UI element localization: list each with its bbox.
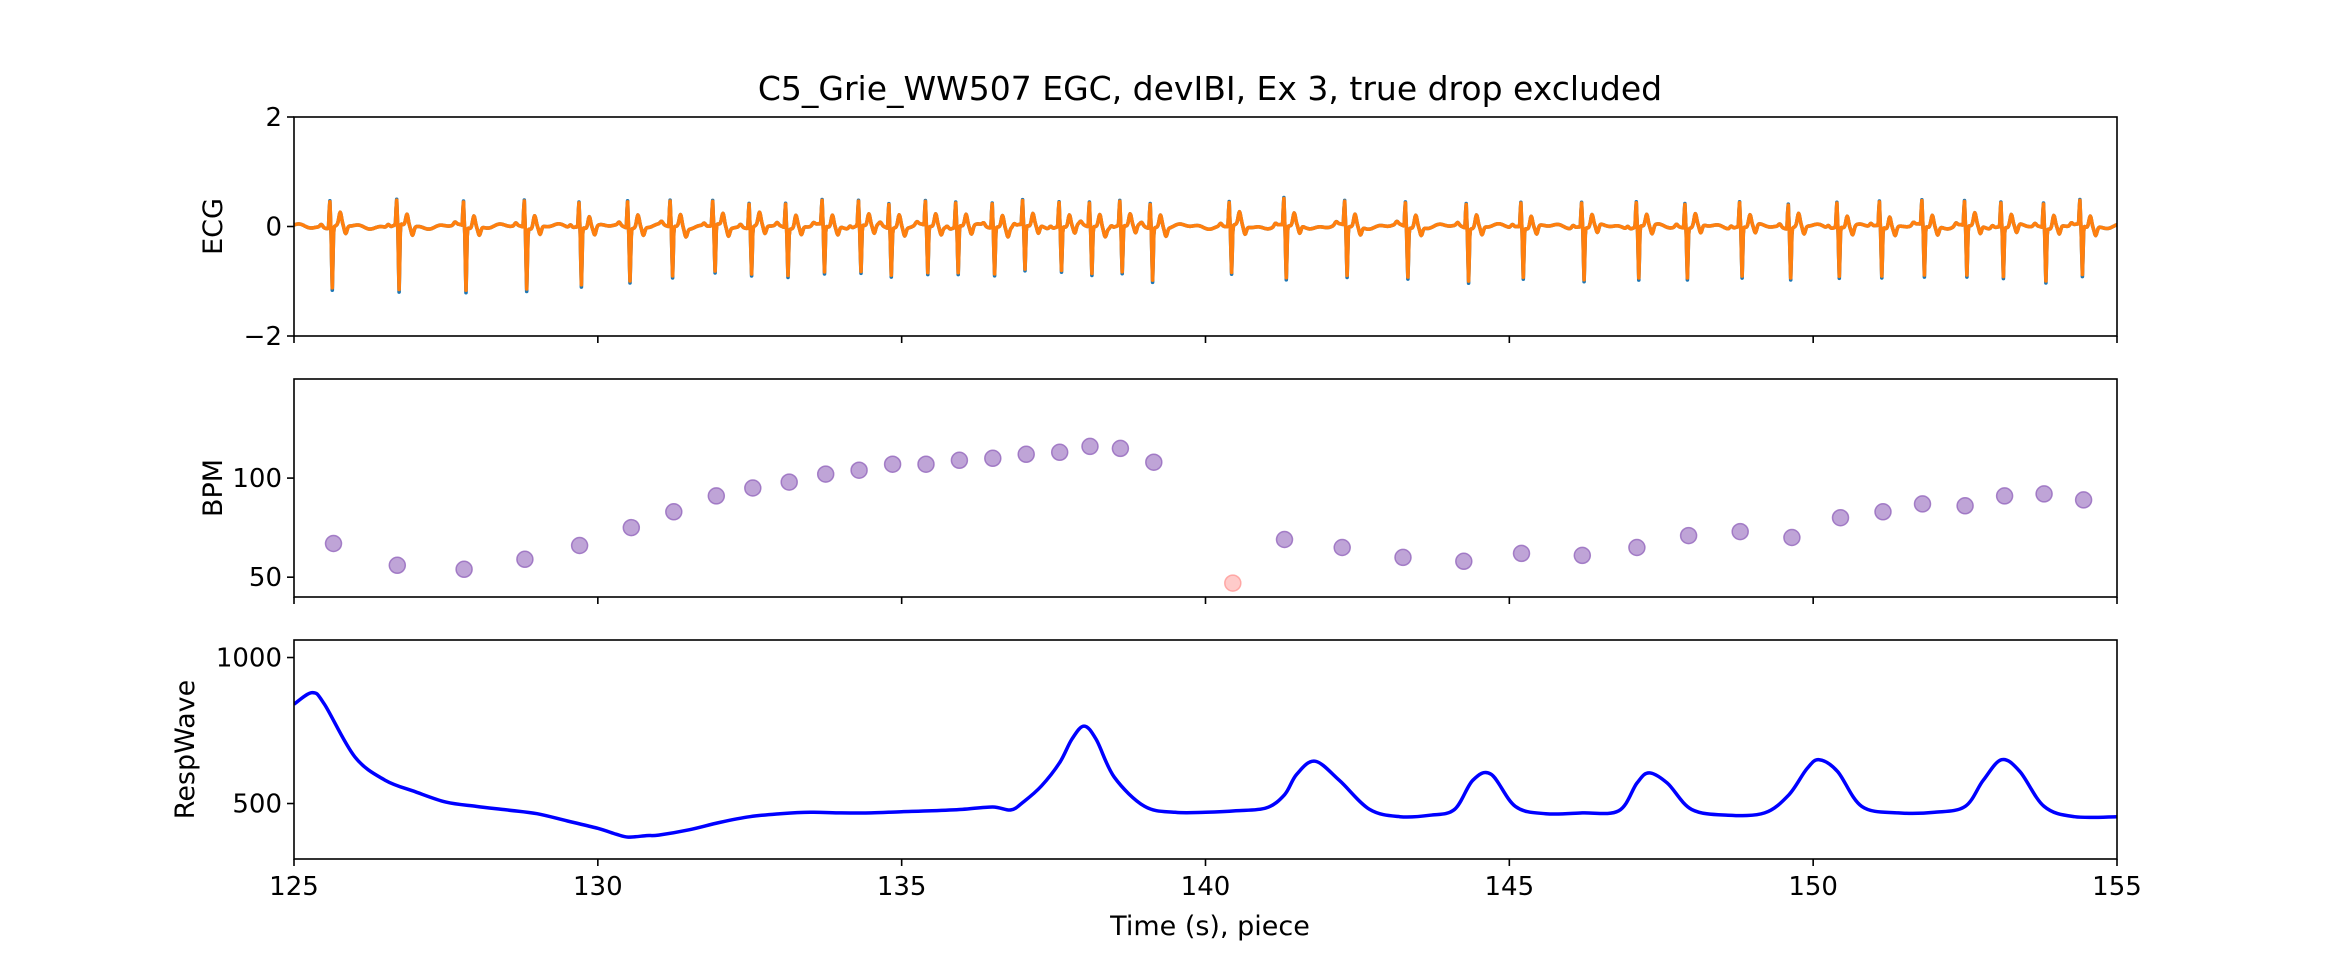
y-axis-label: BPM bbox=[198, 459, 229, 517]
y-tick-label: −2 bbox=[244, 322, 282, 352]
bpm-point bbox=[1275, 530, 1294, 549]
bpm-point bbox=[1874, 503, 1892, 521]
bpm-point bbox=[850, 461, 868, 479]
bpm-point bbox=[780, 473, 798, 491]
bpm-point bbox=[388, 556, 407, 575]
x-axis-label: Time (s), piece bbox=[1109, 911, 1310, 942]
x-tick-label: 135 bbox=[877, 872, 927, 902]
bpm-point bbox=[1017, 445, 1035, 464]
bpm-point bbox=[622, 518, 641, 537]
plot-area bbox=[294, 195, 2117, 295]
bpm-point bbox=[1394, 548, 1412, 567]
bpm-point bbox=[1081, 437, 1099, 456]
bpm-point bbox=[1783, 528, 1801, 547]
bpm-point bbox=[1050, 443, 1069, 462]
y-tick-label: 100 bbox=[232, 464, 282, 494]
bpm-point bbox=[950, 451, 969, 470]
bpm-point bbox=[984, 449, 1002, 468]
bpm-point bbox=[1731, 522, 1749, 541]
bpm-point bbox=[707, 487, 726, 505]
respwave-line bbox=[294, 690, 2117, 839]
ecg-filtered-line bbox=[294, 196, 2117, 292]
bpm-point bbox=[883, 455, 902, 473]
bpm-point bbox=[1455, 552, 1473, 571]
chart-title: C5_Grie_WW507 EGC, devIBI, Ex 3, true dr… bbox=[758, 69, 1662, 108]
bpm-point bbox=[516, 550, 534, 569]
ecg-panel: −2 0 2 ECG bbox=[198, 103, 2118, 352]
bpm-point bbox=[570, 536, 589, 555]
y-tick-label: 0 bbox=[265, 213, 282, 243]
x-tick-label: 145 bbox=[1485, 872, 1535, 902]
bpm-point bbox=[1111, 439, 1130, 458]
bpm-point bbox=[816, 465, 835, 483]
y-tick-label: 500 bbox=[232, 790, 282, 820]
bpm-point bbox=[1831, 508, 1850, 527]
x-tick-label: 130 bbox=[573, 872, 623, 902]
y-axis-label: RespWave bbox=[170, 680, 201, 819]
respwave-panel: 500 1000 RespWave 125 130 135 140 145 150 155 bbox=[170, 639, 2142, 902]
y-tick-label: 1000 bbox=[216, 644, 282, 674]
bpm-point bbox=[1573, 546, 1592, 565]
bpm-point bbox=[1679, 526, 1698, 545]
bpm-point bbox=[1995, 487, 2014, 505]
plot-area bbox=[294, 690, 2117, 839]
plot-area bbox=[324, 437, 2093, 592]
y-axis-label: ECG bbox=[198, 198, 229, 255]
bpm-point bbox=[2035, 485, 2053, 503]
bpm-point bbox=[2074, 491, 2093, 509]
bpm-point bbox=[324, 534, 343, 553]
x-tick-label: 140 bbox=[1181, 872, 1231, 902]
y-tick-label: 2 bbox=[265, 103, 282, 133]
x-tick-label: 150 bbox=[1788, 872, 1838, 902]
bpm-point bbox=[1628, 538, 1646, 557]
y-tick-label: 50 bbox=[249, 563, 282, 593]
x-tick-label: 125 bbox=[269, 872, 319, 902]
bpm-point bbox=[917, 455, 935, 473]
bpm-point bbox=[1333, 538, 1351, 557]
bpm-point bbox=[455, 560, 473, 579]
bpm-excluded-point bbox=[1224, 574, 1242, 592]
bpm-point bbox=[665, 503, 683, 521]
bpm-point bbox=[1145, 453, 1163, 471]
bpm-point bbox=[1956, 497, 1974, 515]
bpm-point bbox=[744, 479, 762, 497]
x-tick-label: 155 bbox=[2092, 872, 2142, 902]
bpm-point bbox=[1512, 544, 1531, 563]
bpm-point bbox=[1913, 495, 1932, 513]
